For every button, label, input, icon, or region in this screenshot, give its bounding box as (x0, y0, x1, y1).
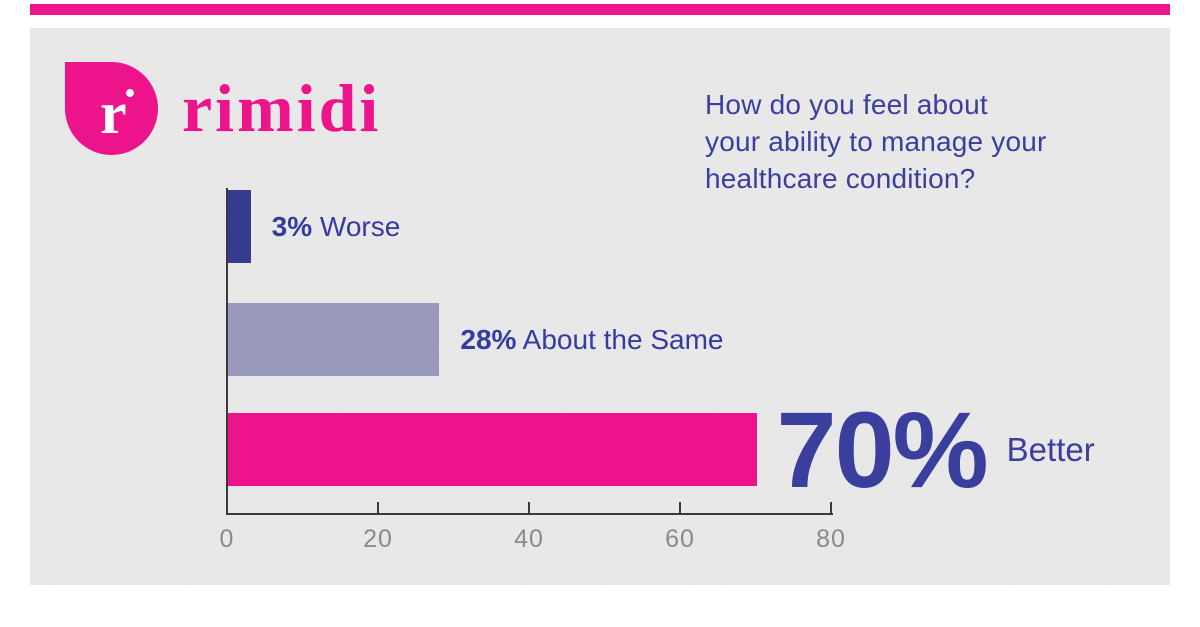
logo-ball-terminal-dot (126, 88, 135, 97)
x-axis-line (226, 513, 833, 515)
x-axis-tick-label: 0 (219, 525, 235, 553)
x-axis-tick-label: 60 (665, 525, 695, 553)
logo-letter: r (100, 80, 127, 147)
chart-title-line-3: healthcare condition? (705, 163, 976, 194)
bar-chart: 3% Worse 28% About the Same 70% Better 0… (30, 28, 1170, 585)
bar-category-about-the-same: About the Same (522, 323, 724, 355)
bar-label-about-the-same: 28% About the Same (460, 324, 723, 356)
rimidi-logo-icon: r (65, 62, 158, 155)
bar-label-worse: 3% Worse (272, 211, 401, 243)
y-axis-line (226, 188, 228, 515)
bar-category-worse: Worse (319, 210, 401, 242)
rimidi-wordmark: rimidi (182, 70, 382, 146)
x-axis-tick-mark (528, 502, 530, 513)
bar-value-better: 70% (776, 388, 989, 510)
chart-title-line-2: your ability to manage your (705, 126, 1047, 157)
bar-about-the-same (228, 303, 440, 376)
x-axis-tick-mark (830, 502, 832, 513)
content-panel: r rimidi How do you feel about your abil… (30, 28, 1170, 585)
x-axis-tick-mark (679, 502, 681, 513)
bar-value-worse: 3% (271, 210, 313, 242)
bar-row-worse: 3% Worse (228, 190, 1170, 263)
bar-worse (228, 190, 251, 263)
x-axis-tick-mark (377, 502, 379, 513)
bar-better (228, 413, 757, 486)
bar-row-about-the-same: 28% About the Same (228, 303, 1170, 376)
chart-title: How do you feel about your ability to ma… (705, 86, 1105, 197)
chart-title-line-1: How do you feel about (705, 89, 988, 120)
bar-label-better: 70% Better (776, 388, 1095, 510)
bar-value-about-the-same: 28% (460, 323, 517, 355)
x-axis-tick-label: 40 (514, 525, 544, 553)
top-accent-bar (30, 4, 1170, 15)
bar-row-better: 70% Better (228, 395, 1170, 503)
x-axis-tick-label: 80 (816, 525, 846, 553)
bar-category-better: Better (1006, 430, 1095, 468)
x-axis-tick-label: 20 (363, 525, 393, 553)
